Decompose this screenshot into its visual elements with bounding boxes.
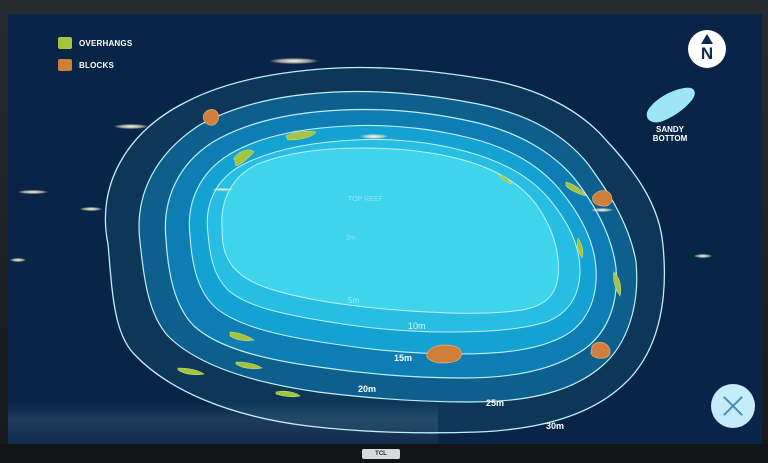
map-legend: OVERHANGS BLOCKS bbox=[58, 34, 132, 78]
sandy-bottom-line2: BOTTOM bbox=[652, 134, 688, 143]
depth-label-15m: 15m bbox=[394, 353, 413, 363]
sandy-bottom-line1: SANDY bbox=[655, 125, 684, 134]
overhang-marker bbox=[285, 130, 317, 141]
light-reflection bbox=[360, 134, 388, 139]
light-reflection bbox=[694, 254, 712, 258]
light-reflection bbox=[591, 208, 613, 212]
blocks-swatch-icon bbox=[58, 59, 72, 71]
overhang-marker bbox=[177, 367, 205, 376]
depth-label-10m: 10m bbox=[408, 321, 426, 331]
block-marker bbox=[590, 341, 611, 359]
legend-item-overhangs: OVERHANGS bbox=[58, 34, 132, 52]
legend-item-blocks: BLOCKS bbox=[58, 56, 132, 74]
screen-reflection bbox=[8, 402, 438, 444]
depth-label-30m: 30m bbox=[546, 421, 565, 431]
reef-name-label: TOP REEF bbox=[348, 196, 383, 203]
overhang-marker bbox=[613, 271, 622, 297]
north-arrow-icon: N bbox=[688, 30, 726, 68]
dive-site-map-screen: OVERHANGS BLOCKS N SANDY BOTTOM TOP REEF… bbox=[8, 14, 762, 444]
legend-label: OVERHANGS bbox=[79, 38, 133, 48]
depth-label-25m: 25m bbox=[486, 398, 505, 408]
overhang-marker bbox=[275, 390, 301, 398]
light-reflection bbox=[80, 207, 102, 211]
close-button[interactable] bbox=[711, 384, 755, 428]
tv-brand-logo: TCL bbox=[362, 449, 400, 459]
sandy-bottom-label: SANDY BOTTOM bbox=[640, 125, 700, 143]
sandy-bottom-shape bbox=[646, 87, 695, 123]
block-marker bbox=[202, 109, 219, 126]
block-marker bbox=[426, 344, 462, 364]
overhang-marker bbox=[565, 181, 587, 197]
light-reflection bbox=[114, 124, 148, 129]
light-reflection bbox=[212, 188, 234, 191]
overhang-marker bbox=[497, 173, 513, 185]
reef-map bbox=[104, 66, 695, 434]
depth-label-20m: 20m bbox=[358, 384, 377, 394]
overhang-marker bbox=[229, 331, 255, 342]
light-reflection bbox=[10, 258, 26, 262]
overhangs-swatch-icon bbox=[58, 37, 72, 49]
compass-arrow bbox=[701, 34, 713, 44]
legend-label: BLOCKS bbox=[79, 60, 114, 70]
overhang-marker bbox=[233, 149, 255, 167]
block-marker bbox=[592, 190, 613, 207]
overhang-marker bbox=[576, 237, 584, 259]
depth-label-2m: 2m bbox=[346, 235, 356, 242]
zone-top-reef bbox=[221, 147, 559, 314]
depth-label-5m: 5m bbox=[348, 296, 360, 305]
compass-letter: N bbox=[700, 44, 714, 63]
light-reflection bbox=[270, 58, 318, 64]
overhang-marker bbox=[235, 361, 263, 370]
light-reflection bbox=[18, 190, 48, 194]
